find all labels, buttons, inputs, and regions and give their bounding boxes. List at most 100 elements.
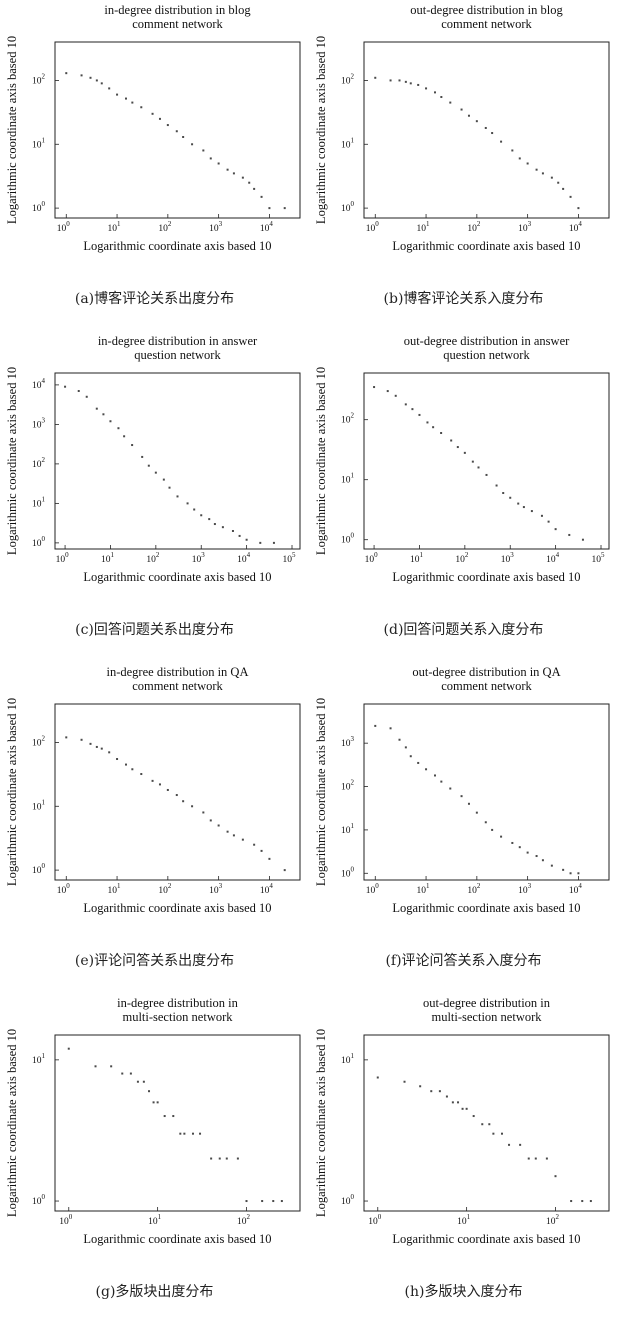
data-point: [460, 108, 463, 111]
data-point: [140, 773, 143, 776]
x-tick-exponent: 1: [426, 220, 430, 228]
x-tick-label: 101: [101, 551, 115, 565]
x-axis-label: Logarithmic coordinate axis based 10: [83, 901, 271, 915]
chart-title-line: in-degree distribution in answer: [98, 334, 258, 348]
y-tick-label: 100: [341, 865, 355, 879]
data-point: [253, 187, 256, 190]
data-point: [136, 1080, 139, 1083]
x-tick-exponent: 4: [269, 882, 273, 890]
x-tick-label: 102: [467, 882, 481, 896]
data-point: [519, 1143, 522, 1146]
plot-frame: [54, 703, 301, 881]
data-point: [131, 768, 134, 771]
data-point: [245, 538, 248, 541]
data-point: [373, 386, 376, 389]
data-point: [163, 1115, 166, 1118]
data-point: [440, 96, 443, 99]
data-point: [236, 1157, 239, 1160]
y-tick-label: 100: [341, 1193, 355, 1207]
data-point: [545, 1157, 548, 1160]
data-point: [116, 758, 119, 761]
x-tick-label: 101: [410, 551, 424, 565]
data-point: [129, 1072, 132, 1075]
data-point: [200, 514, 203, 517]
y-tick-exponent: 1: [42, 495, 46, 503]
data-point: [460, 795, 463, 798]
chart-title-line: question network: [134, 348, 221, 362]
y-tick-exponent: 1: [351, 136, 355, 144]
data-point: [374, 76, 377, 79]
y-axis-label: Logarithmic coordinate axis based 10: [5, 36, 19, 224]
data-point: [511, 149, 514, 152]
y-tick-label: 101: [32, 1052, 46, 1066]
data-point: [221, 526, 224, 529]
data-point: [176, 495, 179, 498]
x-tick-exponent: 2: [168, 882, 172, 890]
data-point: [577, 207, 580, 210]
chart-title: in-degree distribution in answer question…: [98, 334, 258, 362]
data-point: [527, 1157, 530, 1160]
chart-title: out-degree distribution in multi-section …: [423, 996, 551, 1024]
x-tick-label: 104: [569, 882, 583, 896]
data-point: [232, 172, 235, 175]
data-point: [465, 1107, 468, 1110]
data-point: [260, 849, 263, 852]
data-point: [202, 811, 205, 814]
x-tick-exponent: 3: [528, 220, 532, 228]
data-point: [484, 821, 487, 824]
chart-panel: in-degree distribution in QA comment netw…: [0, 662, 309, 993]
x-axis-label: Logarithmic coordinate axis based 10: [392, 239, 580, 253]
data-point: [562, 868, 565, 871]
y-tick-label: 101: [341, 472, 355, 486]
data-point: [272, 1200, 275, 1203]
data-point: [426, 421, 429, 424]
data-point: [225, 1157, 228, 1160]
y-tick-exponent: 3: [351, 735, 355, 743]
chart-svg: out-degree distribution in QA comment net…: [314, 665, 610, 915]
data-point: [430, 1090, 433, 1093]
chart-panel: out-degree distribution in multi-section …: [309, 993, 618, 1324]
data-point: [259, 541, 262, 544]
data-point: [226, 830, 229, 833]
y-tick-exponent: 0: [351, 1193, 355, 1201]
data-point: [217, 824, 220, 827]
data-point: [140, 106, 143, 109]
y-tick-exponent: 0: [42, 535, 46, 543]
data-point: [95, 407, 98, 410]
x-tick-exponent: 2: [555, 1213, 559, 1221]
chart-caption: (d)回答问题关系入度分布: [383, 622, 544, 638]
y-tick-exponent: 2: [42, 734, 46, 742]
data-point: [417, 83, 420, 86]
data-point: [554, 528, 557, 531]
x-tick-exponent: 0: [375, 220, 379, 228]
data-point: [123, 435, 126, 438]
data-point: [467, 114, 470, 117]
data-point: [193, 508, 196, 511]
x-tick-label: 101: [417, 882, 431, 896]
x-tick-label: 105: [592, 551, 606, 565]
data-point: [445, 1095, 448, 1098]
chart-caption: (a)博客评论关系出度分布: [74, 291, 235, 307]
x-tick-label: 102: [237, 1213, 251, 1227]
data-point: [191, 143, 194, 146]
data-point: [495, 484, 498, 487]
data-point: [570, 1200, 573, 1203]
data-point: [491, 132, 494, 135]
data-point: [100, 82, 103, 85]
y-tick-exponent: 1: [351, 822, 355, 830]
data-point: [209, 819, 212, 822]
x-tick-label: 101: [417, 220, 431, 234]
plot-frame: [54, 41, 301, 219]
data-point: [110, 1065, 113, 1068]
data-point: [241, 838, 244, 841]
y-tick-exponent: 0: [42, 1193, 46, 1201]
data-point: [65, 736, 68, 739]
data-point: [438, 1090, 441, 1093]
data-point: [142, 1080, 145, 1083]
x-tick-label: 102: [158, 882, 172, 896]
x-tick-label: 104: [569, 220, 583, 234]
data-point: [492, 1132, 495, 1135]
data-point: [433, 774, 436, 777]
y-tick-exponent: 4: [42, 377, 46, 385]
x-tick-label: 100: [365, 551, 379, 565]
